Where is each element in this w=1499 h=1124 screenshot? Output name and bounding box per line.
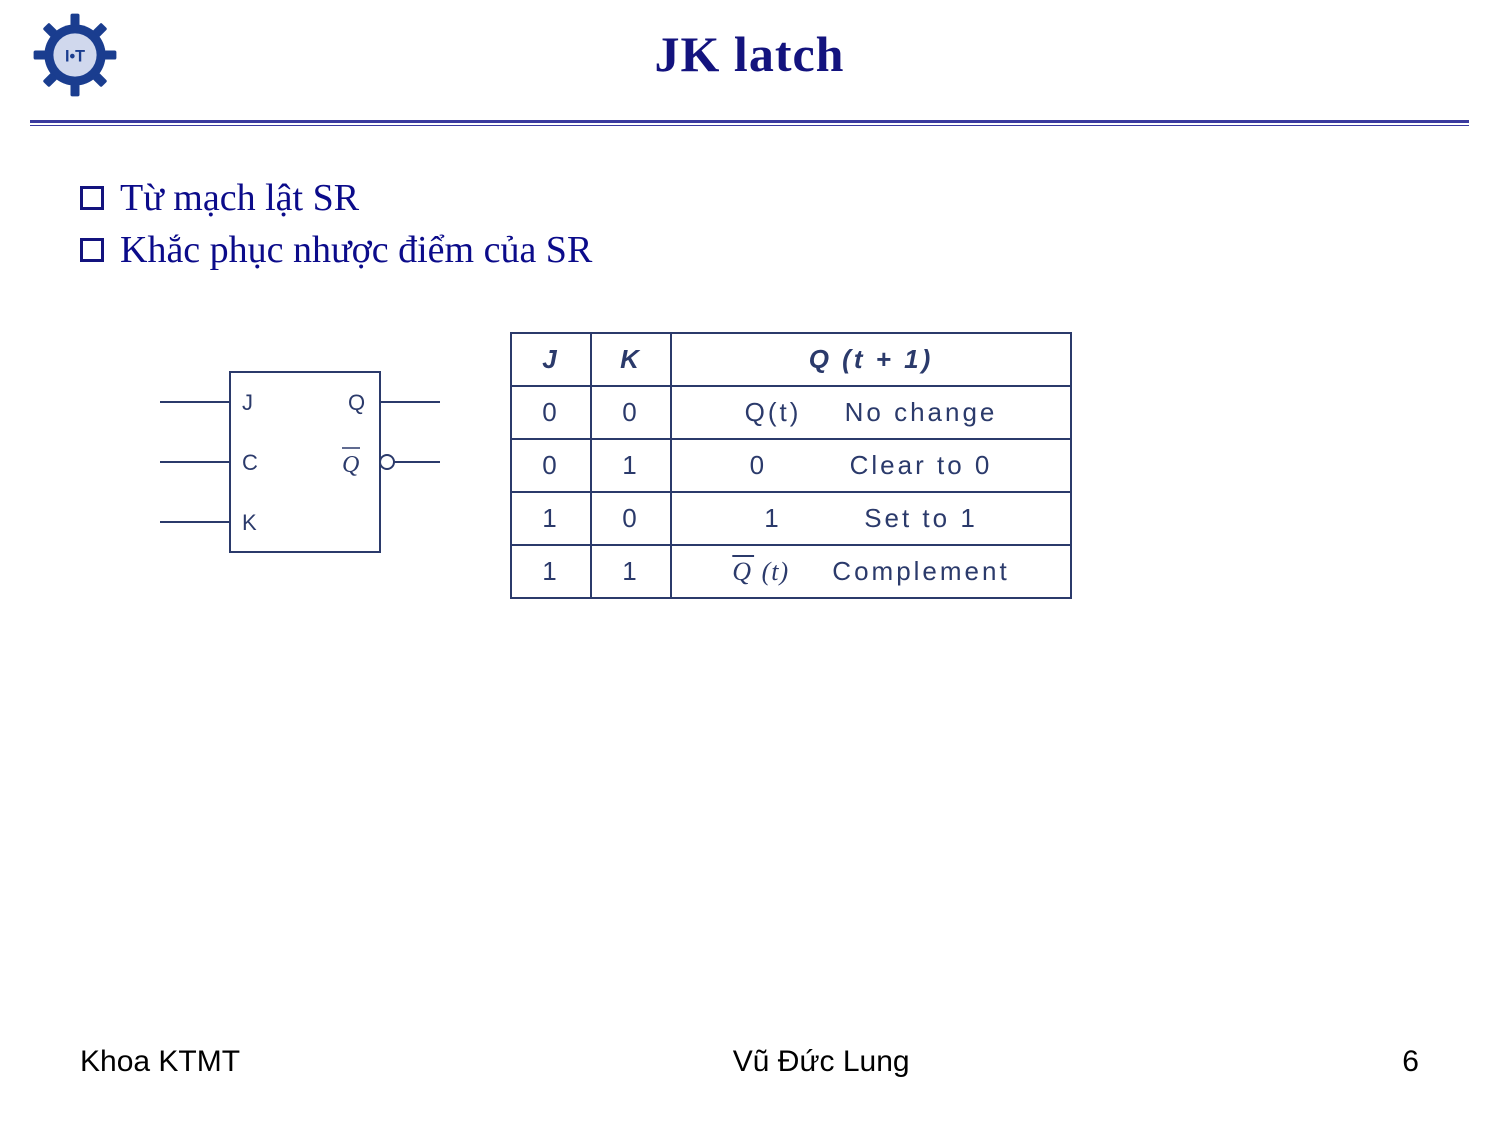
pin-qbar-label: Q (342, 452, 359, 478)
table-row: 11Q (t)Complement (511, 545, 1071, 598)
pin-k-label: K (242, 510, 257, 535)
table-row: 00Q(t)No change (511, 386, 1071, 439)
table-row: 010Clear to 0 (511, 439, 1071, 492)
bullet-item: Khắc phục nhược điểm của SR (80, 228, 1419, 272)
bullet-text: Từ mạch lật SR (120, 176, 359, 220)
pin-c-label: C (242, 450, 258, 475)
bullet-box-icon (80, 238, 104, 262)
footer-center: Vũ Đức Lung (733, 1045, 910, 1079)
latch-diagram: J C K Q Q (80, 332, 510, 572)
svg-text:I•T: I•T (65, 47, 85, 65)
table-row: 101Set to 1 (511, 492, 1071, 545)
bullet-text: Khắc phục nhược điểm của SR (120, 228, 592, 272)
footer: Khoa KTMT Vũ Đức Lung 6 (0, 1045, 1499, 1079)
bullet-box-icon (80, 186, 104, 210)
logo-icon: I•T (30, 10, 120, 100)
bullet-list: Từ mạch lật SR Khắc phục nhược điểm của S… (80, 176, 1419, 272)
truth-table-wrap: J K Q (t + 1) 00Q(t)No change010Clear to… (510, 332, 1072, 599)
pin-q-label: Q (348, 390, 365, 415)
footer-right: 6 (1402, 1045, 1419, 1079)
pin-j-label: J (242, 390, 253, 415)
footer-left: Khoa KTMT (80, 1045, 240, 1079)
bullet-item: Từ mạch lật SR (80, 176, 1419, 220)
th-q: Q (t + 1) (671, 333, 1071, 386)
th-k: K (591, 333, 671, 386)
th-j: J (511, 333, 591, 386)
page-title: JK latch (0, 0, 1499, 83)
